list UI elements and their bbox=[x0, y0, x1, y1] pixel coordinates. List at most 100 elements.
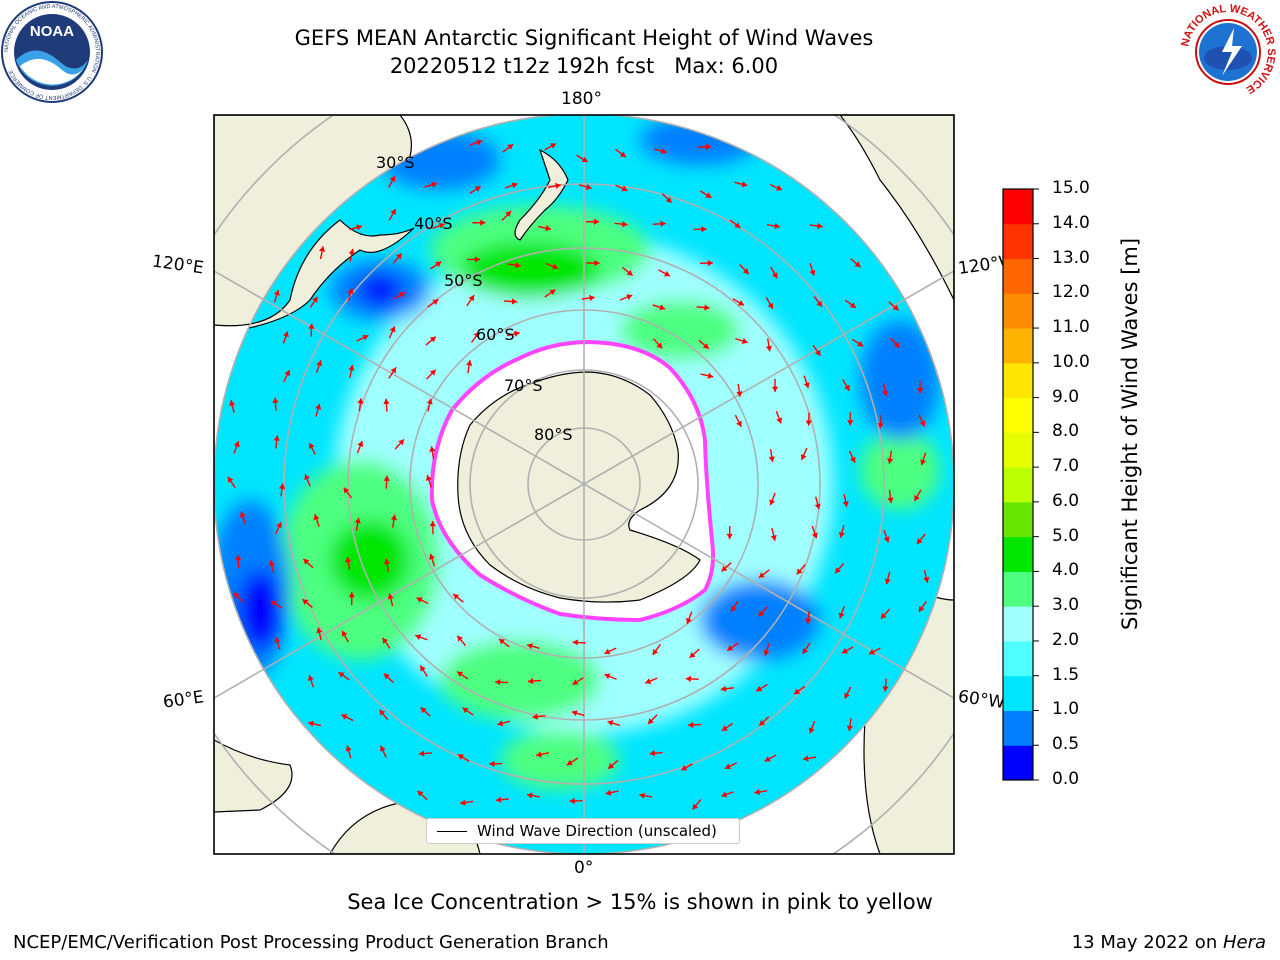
wave-direction-arrowhead bbox=[794, 688, 801, 695]
colorbar-tick-label: 4.0 bbox=[1052, 560, 1080, 581]
colorbar-ticks bbox=[1033, 188, 1039, 781]
date-stamp: 13 May 2022 on Hera bbox=[1072, 932, 1266, 953]
chart-title: GEFS MEAN Antarctic Significant Height o… bbox=[294, 26, 874, 50]
wave-direction-arrowhead bbox=[661, 148, 667, 155]
noaa-logo-text: NOAA bbox=[30, 23, 74, 40]
wave-direction-arrowhead bbox=[362, 334, 369, 341]
wave-direction-arrowhead bbox=[555, 182, 561, 189]
colorbar-blocks bbox=[1003, 189, 1033, 781]
wave-direction-arrowhead bbox=[498, 638, 505, 645]
wave-direction-arrowhead bbox=[776, 417, 783, 424]
wave-direction-arrowhead bbox=[917, 387, 924, 394]
wave-direction-arrowhead bbox=[536, 751, 542, 758]
wave-direction-arrowhead bbox=[756, 685, 763, 692]
wave-direction-arrowhead bbox=[379, 709, 386, 716]
wave-direction-arrowhead bbox=[453, 594, 460, 600]
graticule bbox=[214, 115, 954, 854]
wave-direction-arrowhead bbox=[227, 476, 234, 483]
wave-direction-arrowhead bbox=[758, 610, 765, 617]
wave-direction-arrowhead bbox=[802, 647, 809, 654]
wave-direction-arrowhead bbox=[884, 578, 891, 585]
colorbar-block bbox=[1003, 640, 1033, 677]
wave-direction-arrowhead bbox=[338, 672, 345, 678]
wave-direction-arrowhead bbox=[462, 707, 469, 714]
wave-direction-arrowhead bbox=[308, 443, 315, 449]
colorbar-tick-label: 2.0 bbox=[1052, 629, 1080, 650]
wave-direction-arrowhead bbox=[892, 304, 899, 311]
wave-direction-arrowhead bbox=[702, 343, 709, 349]
wave-direction-arrowhead bbox=[767, 302, 773, 309]
wave-direction-arrowhead bbox=[476, 139, 483, 146]
colorbar-tick-label: 14.0 bbox=[1052, 212, 1090, 233]
wave-direction-arrowhead bbox=[692, 803, 699, 810]
wave-direction-arrowhead bbox=[279, 483, 286, 490]
wave-direction-arrowhead bbox=[307, 675, 314, 682]
wave-direction-arrowhead bbox=[497, 720, 504, 727]
wave-direction-arrowhead bbox=[429, 553, 435, 560]
wave-direction-arrowhead bbox=[681, 765, 688, 771]
wave-direction-arrowhead bbox=[552, 263, 559, 270]
wave-direction-arrowhead bbox=[416, 597, 423, 603]
wave-direction-arrowhead bbox=[877, 423, 884, 429]
wave-direction-arrowhead bbox=[769, 499, 776, 506]
wave-direction-arrowhead bbox=[319, 246, 326, 252]
wave-direction-arrowhead bbox=[882, 390, 889, 397]
wave-direction-arrowhead bbox=[354, 517, 361, 524]
wave-direction-arrowhead bbox=[550, 143, 557, 149]
colorbar-tick-label: 0.5 bbox=[1052, 734, 1080, 755]
wave-direction-arrowhead bbox=[768, 456, 775, 462]
wave-direction-arrowhead bbox=[468, 295, 475, 302]
wave-direction-arrowhead bbox=[399, 292, 406, 298]
wave-direction-arrowhead bbox=[593, 218, 600, 225]
wave-direction-arrowhead bbox=[480, 219, 486, 226]
wave-direction-arrowhead bbox=[814, 503, 821, 510]
wave-direction-arrowhead bbox=[776, 185, 783, 191]
wave-direction-arrowhead bbox=[663, 270, 670, 277]
wave-direction-arrowhead bbox=[764, 756, 771, 762]
wave-direction-arrowhead bbox=[417, 790, 424, 797]
legend-line-swatch bbox=[437, 830, 467, 832]
wave-direction-arrowhead bbox=[771, 272, 778, 279]
wave-direction-arrowhead bbox=[429, 446, 436, 452]
colorbar-block bbox=[1003, 397, 1033, 433]
wave-direction-arrowhead bbox=[432, 299, 439, 305]
wave-direction-arrowhead bbox=[473, 331, 480, 338]
wave-direction-arrowhead bbox=[383, 398, 390, 405]
wave-direction-arrowhead bbox=[688, 721, 694, 729]
wave-direction-arrowhead bbox=[803, 382, 810, 389]
wave-direction-arrowhead bbox=[726, 533, 733, 540]
wave-direction-arrowhead bbox=[357, 441, 364, 447]
wave-direction-arrowhead bbox=[707, 259, 713, 267]
wave-direction-arrowhead bbox=[274, 637, 281, 643]
wave-direction-arrowhead bbox=[390, 514, 397, 521]
wave-direction-arrowhead bbox=[390, 367, 397, 374]
wave-direction-arrowhead bbox=[838, 612, 845, 619]
colorbar-tick-label: 3.0 bbox=[1052, 595, 1080, 616]
legend-label: Wind Wave Direction (unscaled) bbox=[477, 822, 717, 840]
wave-direction-arrowhead bbox=[345, 745, 352, 752]
wave-direction-arrowhead bbox=[418, 750, 425, 757]
wave-direction-arrowhead bbox=[426, 398, 433, 405]
wave-direction-arrowhead bbox=[389, 175, 396, 182]
wave-direction-arrowhead bbox=[619, 151, 626, 158]
wave-direction-arrowhead bbox=[495, 679, 501, 686]
wave-direction-arrowhead bbox=[429, 369, 436, 376]
wave-direction-arrowhead bbox=[383, 558, 391, 565]
wave-direction-arrowhead bbox=[849, 456, 856, 463]
colorbar bbox=[1002, 188, 1039, 781]
wave-direction-arrowhead bbox=[233, 592, 240, 599]
colorbar-block bbox=[1003, 501, 1033, 538]
noaa-logo: NOAA NATIONAL OCEANIC AND ATMOSPHERIC AD… bbox=[1, 1, 103, 103]
wave-direction-arrowhead bbox=[315, 403, 322, 410]
wave-direction-arrowhead bbox=[759, 719, 766, 726]
colorbar-tick-label: 12.0 bbox=[1052, 282, 1090, 303]
colorbar-tick-label: 10.0 bbox=[1052, 351, 1090, 372]
credit-line: NCEP/EMC/Verification Post Processing Pr… bbox=[13, 932, 609, 953]
wave-direction-arrowhead bbox=[770, 534, 777, 541]
wave-direction-arrowhead bbox=[345, 556, 352, 563]
wave-direction-arrowhead bbox=[774, 222, 780, 230]
date-stamp-host: Hera bbox=[1222, 932, 1266, 953]
colorbar-tick-label: 13.0 bbox=[1052, 247, 1090, 268]
wave-direction-arrowhead bbox=[652, 648, 659, 655]
wave-direction-arrowhead bbox=[569, 797, 575, 805]
